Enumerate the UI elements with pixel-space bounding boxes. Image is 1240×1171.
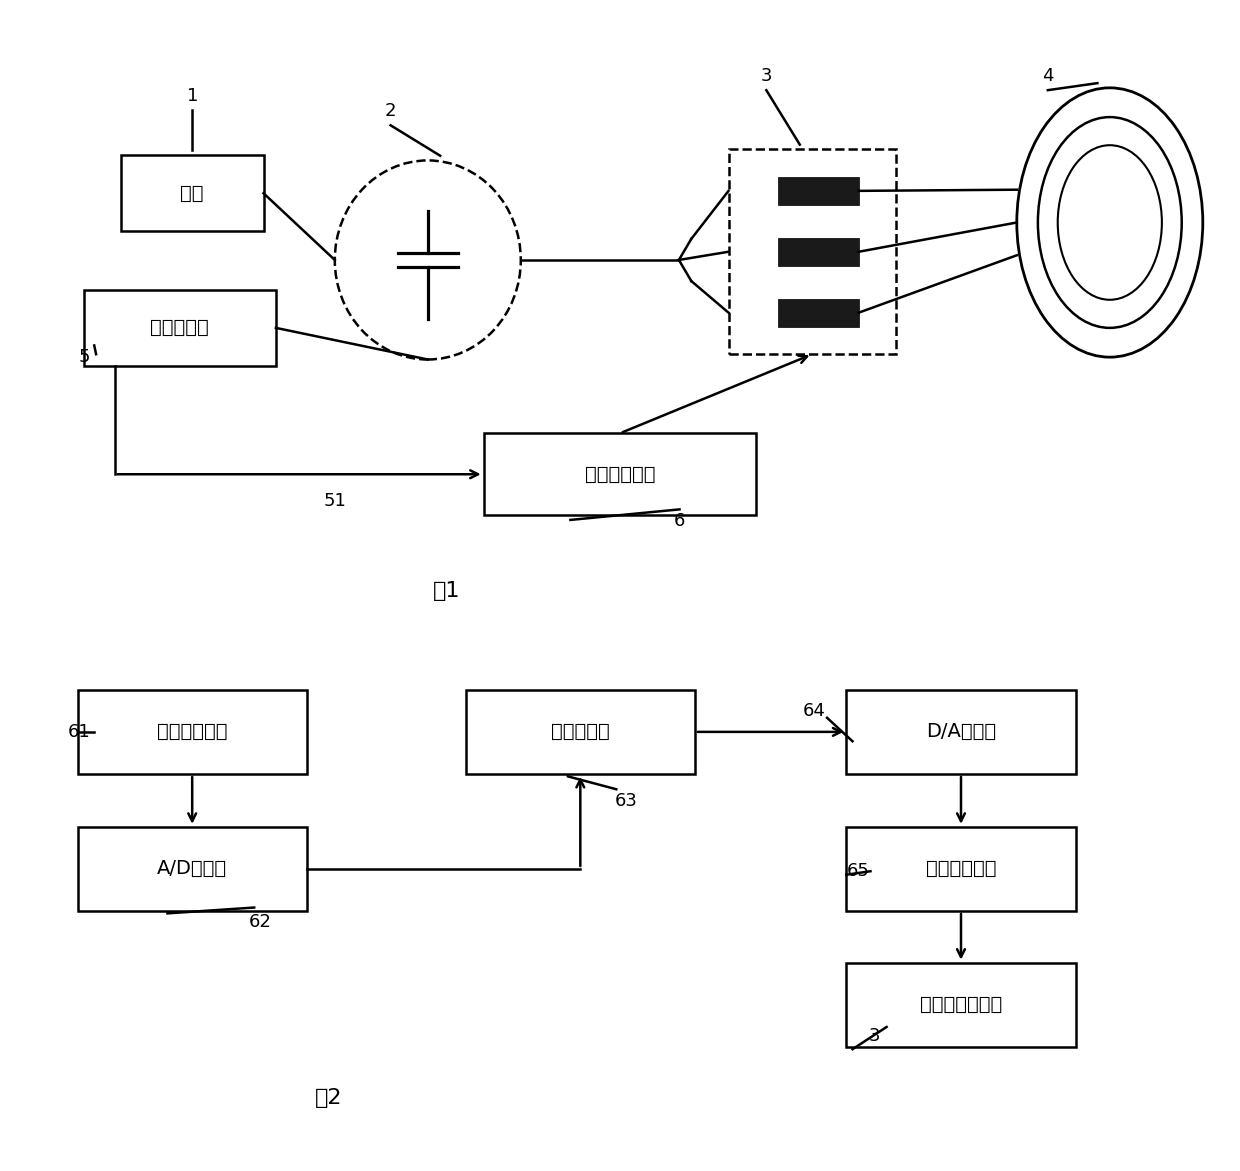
Text: 4: 4 [1042,67,1054,85]
FancyBboxPatch shape [779,238,859,266]
Text: D/A转换器: D/A转换器 [926,723,996,741]
Text: 信号处理装置: 信号处理装置 [585,465,655,484]
Text: 64: 64 [804,701,826,720]
Text: A/D转换器: A/D转换器 [157,860,227,878]
FancyBboxPatch shape [77,827,306,911]
Text: 1: 1 [186,87,198,105]
Text: 62: 62 [249,912,272,931]
FancyBboxPatch shape [122,156,263,232]
FancyBboxPatch shape [846,690,1075,774]
Text: 放大调理电路: 放大调理电路 [926,860,996,878]
FancyBboxPatch shape [77,690,306,774]
FancyBboxPatch shape [779,177,859,205]
Text: 前置放大电路: 前置放大电路 [157,723,227,741]
Text: 光源: 光源 [181,184,203,203]
FancyBboxPatch shape [729,149,895,354]
FancyBboxPatch shape [846,963,1075,1047]
Text: 5: 5 [78,348,91,367]
Text: 集成光学调制器: 集成光学调制器 [920,995,1002,1014]
Text: 61: 61 [68,723,91,741]
Text: 图1: 图1 [433,581,460,602]
Text: 51: 51 [324,492,346,511]
Text: 63: 63 [615,792,637,810]
FancyBboxPatch shape [779,299,859,327]
Text: 图2: 图2 [315,1088,342,1109]
Text: 3: 3 [868,1027,880,1046]
FancyBboxPatch shape [83,290,275,365]
FancyBboxPatch shape [846,827,1075,911]
FancyBboxPatch shape [466,690,694,774]
FancyBboxPatch shape [484,433,756,515]
Text: 6: 6 [673,512,686,530]
Text: 65: 65 [847,862,869,881]
Text: 3: 3 [760,67,773,85]
Text: 2: 2 [384,102,397,121]
Text: 中心处理器: 中心处理器 [551,723,610,741]
Text: 光电探测器: 光电探测器 [150,319,210,337]
